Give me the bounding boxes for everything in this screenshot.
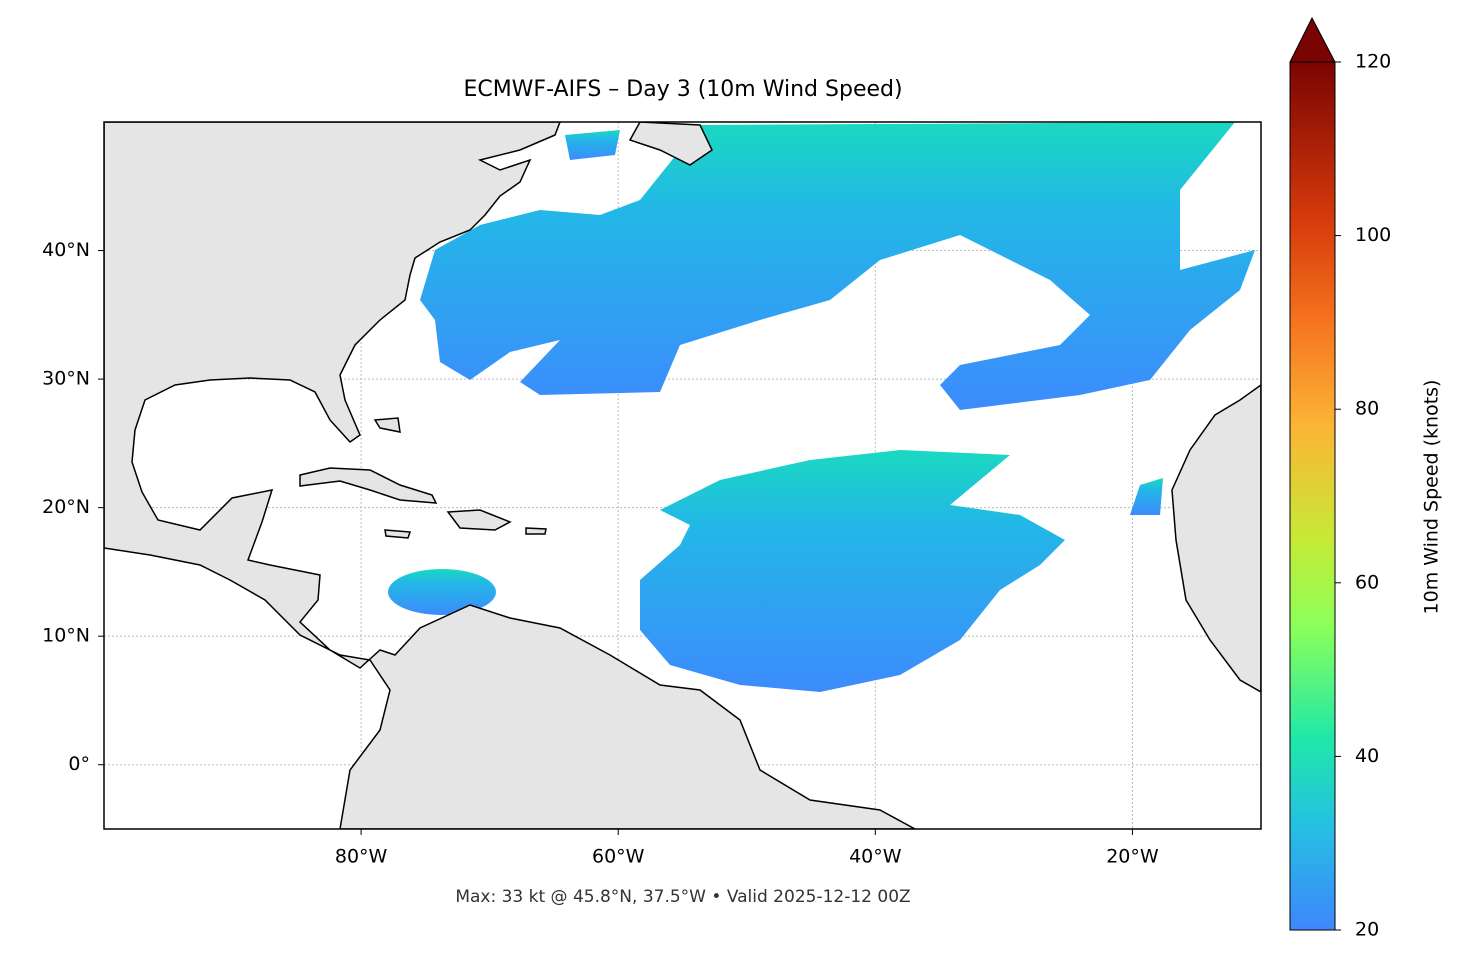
cuba xyxy=(299,467,438,504)
africa xyxy=(1171,384,1261,693)
colorbar-tick-label: 100 xyxy=(1355,224,1391,246)
wind-area xyxy=(1130,478,1163,515)
colorbar-tick-label: 80 xyxy=(1355,398,1379,420)
y-tick-label: 20°N xyxy=(42,496,90,518)
north-america xyxy=(104,122,916,829)
colorbar: 20 40 60 80 100 120 10m Wind Speed (knots) xyxy=(1289,16,1443,941)
y-tick-label: 0° xyxy=(68,753,90,775)
hispaniola xyxy=(446,509,512,531)
y-tick-label: 30°N xyxy=(42,368,90,390)
y-tick-label: 10°N xyxy=(42,625,90,647)
axes: 80°W 60°W 40°W 20°W 0° 10°N 20°N 30°N 40°N xyxy=(42,239,1159,867)
wind-area xyxy=(640,450,1065,692)
colorbar-ticks: 20 40 60 80 100 120 xyxy=(1335,51,1391,941)
puerto-rico xyxy=(525,527,547,535)
colorbar-tick-label: 20 xyxy=(1355,919,1379,941)
bahamas xyxy=(373,417,401,433)
x-tick-label: 60°W xyxy=(592,846,645,868)
colorbar-extend xyxy=(1289,16,1336,63)
x-tick-label: 80°W xyxy=(335,846,388,868)
y-tick-label: 40°N xyxy=(42,239,90,261)
wind-area xyxy=(565,130,620,160)
map xyxy=(104,122,1261,829)
newfoundland xyxy=(628,122,713,166)
wind-area xyxy=(388,569,496,615)
map-title: ECMWF-AIFS – Day 3 (10m Wind Speed) xyxy=(463,77,902,102)
colorbar-tick-label: 60 xyxy=(1355,571,1379,593)
jamaica xyxy=(384,529,412,539)
x-tick-label: 20°W xyxy=(1106,846,1159,868)
colorbar-tick-label: 40 xyxy=(1355,745,1379,767)
colorbar-label: 10m Wind Speed (knots) xyxy=(1421,380,1443,615)
x-tick-label: 40°W xyxy=(849,846,902,868)
footer-note: Max: 33 kt @ 45.8°N, 37.5°W • Valid 2025… xyxy=(455,887,910,907)
colorbar-scale xyxy=(1289,61,1336,931)
colorbar-tick-label: 120 xyxy=(1355,51,1391,73)
map-frame xyxy=(103,121,1262,830)
wind-area xyxy=(420,122,1255,410)
